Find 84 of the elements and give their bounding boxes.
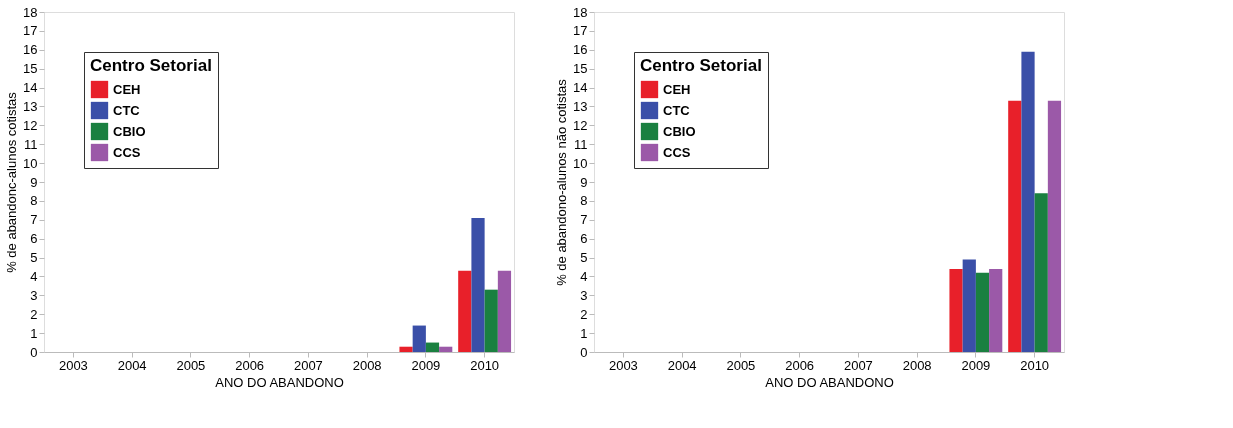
bar [989,268,1003,352]
y-tick-label: 12 [23,117,38,133]
bar [962,259,976,352]
x-axis-title: ANO DO ABANDONO [765,374,894,390]
bar [1008,100,1022,352]
x-tick-label: 2006 [785,357,815,373]
y-tick-label: 7 [580,212,588,228]
legend-label: CCS [663,144,691,160]
legend-label: CEH [663,81,691,97]
y-tick-label: 10 [573,155,588,171]
legend-label: CBIO [663,123,696,139]
y-tick-label: 6 [30,231,38,247]
y-tick-label: 8 [580,193,588,209]
legend-label: CCS [113,144,141,160]
y-tick-label: 17 [573,23,588,39]
bar [1034,193,1048,352]
y-tick-label: 11 [24,136,38,152]
bar [412,325,426,352]
bar [484,289,498,352]
x-tick-label: 2009 [961,357,991,373]
y-tick-label: 1 [580,325,588,341]
y-tick-label: 4 [580,268,588,284]
bar [497,270,512,352]
x-tick-label: 2003 [58,357,88,373]
y-tick-label: 5 [30,250,38,266]
y-tick-label: 10 [23,155,38,171]
x-tick-label: 2009 [411,357,441,373]
x-tick-label: 2007 [293,357,323,373]
x-tick-label: 2008 [902,357,932,373]
legend-title: Centro Setorial [640,56,762,75]
x-tick-label: 2004 [667,357,697,373]
y-tick-label: 13 [573,98,588,114]
y-tick-label: 17 [23,23,38,39]
bar [1021,51,1035,352]
y-tick-label: 9 [580,174,588,190]
y-tick-label: 16 [23,42,38,58]
legend-label: CEH [113,81,141,97]
y-tick-label: 1 [30,325,38,341]
y-tick-label: 5 [580,250,588,266]
y-tick-label: 13 [23,98,38,114]
bar [425,342,440,352]
bar [949,268,963,352]
x-tick-label: 2004 [117,357,147,373]
bar [439,346,453,352]
x-tick-label: 2006 [235,357,265,373]
y-axis-title: % de abandonc-alunos cotistas [4,91,20,273]
y-tick-label: 15 [23,61,38,77]
y-tick-label: 18 [23,4,38,20]
y-tick-label: 0 [580,344,588,360]
legend-label: CTC [113,102,141,118]
y-tick-label: 3 [30,287,38,303]
y-tick-label: 18 [573,4,588,20]
y-tick-label: 6 [580,231,588,247]
y-tick-label: 2 [580,306,588,322]
y-tick-label: 15 [573,61,588,77]
y-tick-label: 3 [580,287,588,303]
y-tick-label: 2 [30,306,38,322]
y-tick-label: 8 [30,193,38,209]
x-tick-label: 2005 [176,357,206,373]
x-tick-label: 2003 [608,357,638,373]
bar [975,272,990,352]
y-tick-label: 14 [573,80,588,96]
x-axis-title: ANO DO ABANDONO [215,374,344,390]
y-tick-label: 16 [573,42,588,58]
y-tick-label: 0 [30,344,38,360]
legend-label: CTC [663,102,691,118]
y-tick-label: 7 [30,212,38,228]
y-tick-label: 14 [23,80,38,96]
y-axis-title: % de abandono-alunos não cotistas [554,78,570,286]
x-tick-label: 2005 [726,357,756,373]
y-tick-label: 9 [30,174,38,190]
bar [471,217,485,352]
x-tick-label: 2010 [1020,357,1050,373]
x-tick-label: 2010 [470,357,500,373]
x-tick-label: 2008 [352,357,382,373]
y-tick-label: 12 [573,117,588,133]
x-tick-label: 2007 [843,357,873,373]
y-tick-label: 11 [574,136,588,152]
y-tick-label: 4 [30,268,38,284]
legend-title: Centro Setorial [90,56,212,75]
bar [458,270,472,352]
bar [1047,100,1062,352]
legend-label: CBIO [113,123,146,139]
bar [399,346,413,352]
